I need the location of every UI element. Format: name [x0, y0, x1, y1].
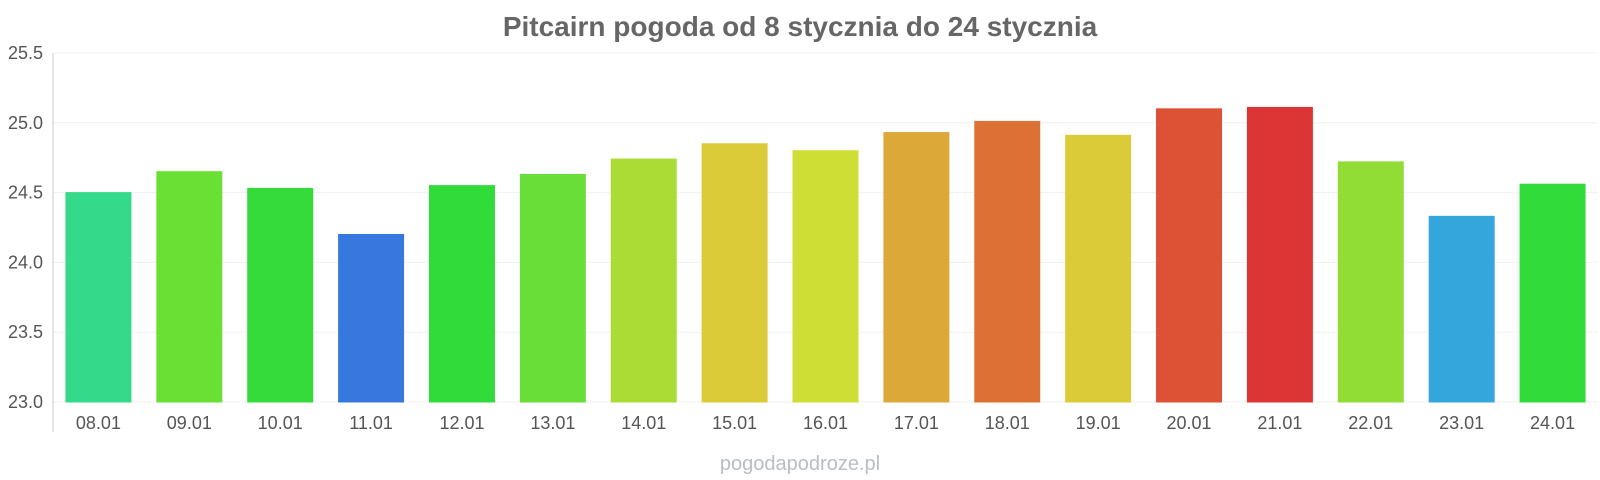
bar-20.01[interactable]	[1156, 108, 1223, 403]
y-tick-label: 24.5	[8, 183, 43, 203]
bar-13.01[interactable]	[519, 173, 586, 403]
bar-11.01[interactable]	[338, 233, 405, 403]
y-tick-label: 25.0	[8, 113, 43, 133]
x-tick-label: 08.01	[76, 413, 121, 433]
x-tick-label: 19.01	[1076, 413, 1121, 433]
watermark: pogodapodroze.pl	[720, 453, 880, 475]
x-tick-label: 22.01	[1348, 413, 1393, 433]
x-tick-label: 10.01	[258, 413, 303, 433]
x-tick-label: 24.01	[1530, 413, 1575, 433]
bar-24.01[interactable]	[1519, 183, 1586, 403]
x-tick-label: 09.01	[167, 413, 212, 433]
bar-23.01[interactable]	[1428, 215, 1495, 403]
y-tick-label: 25.5	[8, 43, 43, 63]
x-tick-label: 12.01	[439, 413, 484, 433]
x-tick-label: 11.01	[349, 413, 393, 433]
y-tick-label: 23.0	[8, 392, 43, 412]
x-tick-label: 23.01	[1439, 413, 1484, 433]
bar-14.01[interactable]	[610, 158, 677, 403]
bar-18.01[interactable]	[974, 120, 1041, 403]
x-tick-label: 13.01	[530, 413, 575, 433]
x-tick-label: 14.01	[621, 413, 666, 433]
bar-10.01[interactable]	[247, 187, 314, 403]
x-axis: 08.01 09.01 10.01 11.01 12.01 13.01 14.01 15.01…	[76, 413, 1575, 433]
bar-22.01[interactable]	[1337, 161, 1404, 403]
x-tick-label: 15.01	[712, 413, 757, 433]
bar-21.01[interactable]	[1246, 106, 1313, 403]
bar-16.01[interactable]	[792, 150, 859, 403]
bar-08.01[interactable]	[65, 192, 132, 403]
y-tick-label: 23.5	[8, 322, 43, 342]
bar-09.01[interactable]	[156, 171, 223, 403]
x-tick-label: 17.01	[894, 413, 939, 433]
x-tick-label: 20.01	[1167, 413, 1212, 433]
y-tick-label: 24.0	[8, 252, 43, 272]
bar-17.01[interactable]	[883, 132, 950, 403]
bar-15.01[interactable]	[701, 143, 768, 403]
chart-title: Pitcairn pogoda od 8 stycznia do 24 styc…	[503, 11, 1098, 42]
x-tick-label: 18.01	[985, 413, 1030, 433]
y-axis: 23.0 23.5 24.0 24.5 25.0 25.5	[8, 43, 54, 432]
x-tick-label: 21.01	[1257, 413, 1302, 433]
bars	[65, 106, 1586, 403]
bar-12.01[interactable]	[428, 185, 495, 403]
bar-19.01[interactable]	[1065, 134, 1132, 403]
x-tick-label: 16.01	[803, 413, 848, 433]
